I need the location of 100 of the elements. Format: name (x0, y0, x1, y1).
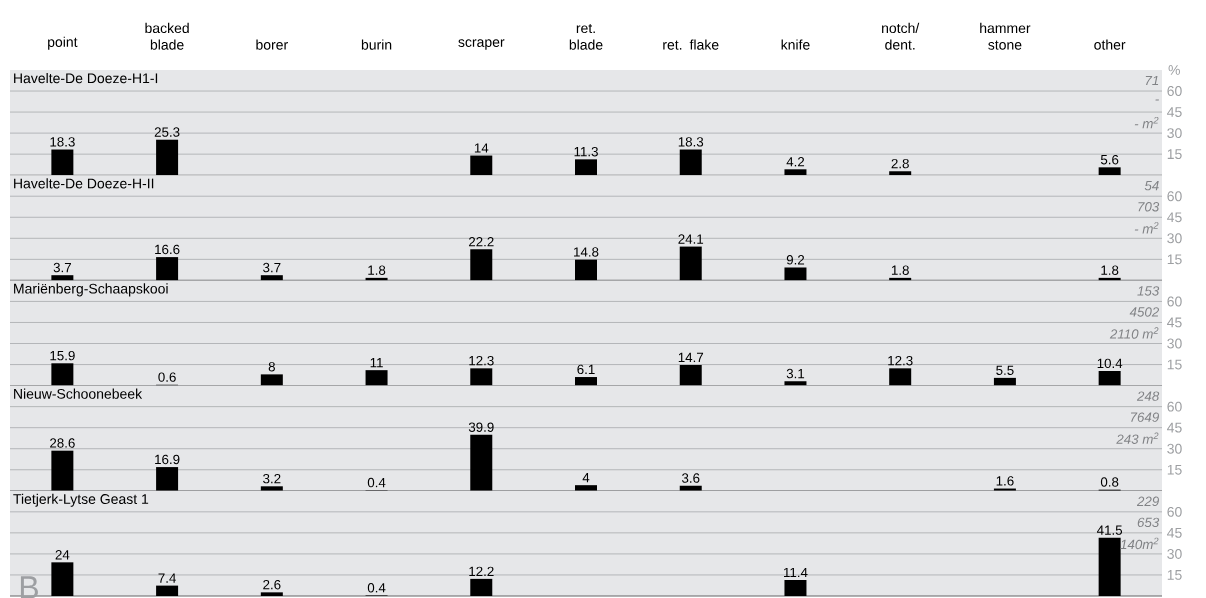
bar (51, 562, 74, 596)
bar (784, 169, 807, 175)
data-label: 1.8 (1101, 265, 1119, 275)
x-tick-label: other (1094, 39, 1126, 50)
bar (1098, 370, 1121, 386)
data-label: 4.2 (786, 156, 805, 167)
bar (575, 259, 598, 281)
annotation: 54 (1144, 180, 1159, 191)
data-label: 5.6 (1100, 154, 1119, 165)
bar (889, 368, 912, 386)
data-label: 15.9 (50, 350, 75, 361)
x-tick-label: hammer stone (980, 22, 1031, 50)
bar (679, 149, 702, 175)
annotation: 71 (1145, 75, 1159, 85)
data-label: 14.8 (574, 247, 599, 257)
chart-title: Nieuw-Schoonebeek (14, 388, 143, 399)
bar (260, 275, 283, 281)
y-tick-label: 60 (1167, 506, 1182, 517)
data-label: 10.4 (1097, 358, 1123, 368)
data-label: 1.6 (996, 475, 1014, 486)
annotation: 7649 (1130, 412, 1159, 422)
bar (156, 256, 179, 281)
bar (470, 155, 493, 175)
y-tick-label: 45 (1167, 317, 1182, 328)
data-label: 0.6 (158, 372, 176, 382)
x-tick-label: knife (781, 39, 810, 50)
chart-title: Tietjerk-Lytse Geast 1 (13, 493, 149, 507)
bar (51, 275, 74, 281)
annotation: B (20, 576, 38, 598)
annotation: 243 m$^{2}$ (1116, 432, 1159, 444)
bar (260, 592, 283, 596)
data-label: 14.7 (678, 352, 704, 362)
bar (470, 578, 493, 596)
bar (993, 488, 1016, 491)
annotation: - (1155, 99, 1159, 101)
chart-title: Havelte-De Doeze-H1-I (14, 72, 158, 84)
data-label: 24 (55, 549, 70, 560)
bar (365, 369, 388, 386)
bar (470, 368, 493, 386)
x-tick-label: borer (256, 39, 288, 50)
bar (575, 159, 598, 175)
data-label: 0.4 (367, 582, 386, 593)
annotation: 653 (1137, 517, 1160, 527)
bar (1098, 537, 1121, 596)
bar (470, 434, 493, 491)
annotation: 229 (1136, 496, 1159, 506)
data-label: 16.9 (155, 454, 180, 464)
annotation: 4502 (1129, 307, 1160, 317)
y-tick-label: 60 (1167, 401, 1182, 412)
bar (51, 450, 74, 491)
y-tick-label: 45 (1167, 422, 1182, 433)
data-label: 12.3 (888, 355, 913, 366)
bar (575, 484, 598, 491)
bar (51, 149, 74, 175)
bar (470, 249, 493, 281)
data-label: 3.2 (263, 473, 281, 484)
bar (679, 246, 702, 281)
bar (156, 585, 179, 596)
bar (260, 374, 283, 386)
y-tick-label: 15 (1167, 464, 1182, 475)
data-label: 16.6 (155, 244, 180, 254)
y-tick-label: 45 (1167, 107, 1182, 117)
x-tick-label: ret. flake (663, 39, 719, 50)
annotation: 153 (1137, 286, 1160, 296)
data-label: 11.4 (784, 567, 808, 577)
y-tick-label: 15 (1167, 149, 1182, 159)
annotation: 248 (1136, 391, 1160, 401)
annotation: 703 (1138, 201, 1160, 212)
bar (889, 171, 912, 175)
y-tick-label: 60 (1167, 191, 1182, 202)
data-label: 3.1 (786, 368, 805, 379)
data-label: 5.5 (996, 365, 1014, 375)
data-label: 25.3 (154, 127, 180, 137)
y-tick-label: 30 (1167, 338, 1182, 349)
bar (575, 376, 598, 386)
bar (1098, 167, 1121, 175)
x-tick-label: notch/ dent. (882, 22, 920, 50)
data-label: 12.2 (469, 566, 494, 576)
data-label: 1.8 (891, 265, 909, 275)
bar (679, 364, 702, 386)
y-tick-label: 15 (1167, 569, 1182, 580)
data-label: 22.2 (468, 236, 494, 247)
bar (679, 485, 702, 491)
data-label: 3.6 (681, 473, 700, 483)
bar (993, 377, 1016, 386)
data-label: 11.3 (574, 146, 598, 157)
x-tick-label: burin (361, 39, 392, 50)
data-label: 0.4 (367, 477, 386, 488)
data-label: 2.6 (263, 579, 281, 590)
data-label: 41.5 (1096, 525, 1123, 535)
bar (260, 486, 283, 491)
y-tick-label: 60 (1167, 296, 1182, 307)
data-label: 14 (474, 143, 489, 153)
data-label: 9.2 (786, 254, 805, 265)
data-label: 28.6 (50, 438, 75, 448)
y-tick-label: 15 (1167, 254, 1182, 265)
y-tick-label: 60 (1167, 85, 1182, 96)
y-tick-label: 15 (1167, 359, 1182, 370)
bar (156, 466, 179, 491)
bar (51, 363, 74, 386)
